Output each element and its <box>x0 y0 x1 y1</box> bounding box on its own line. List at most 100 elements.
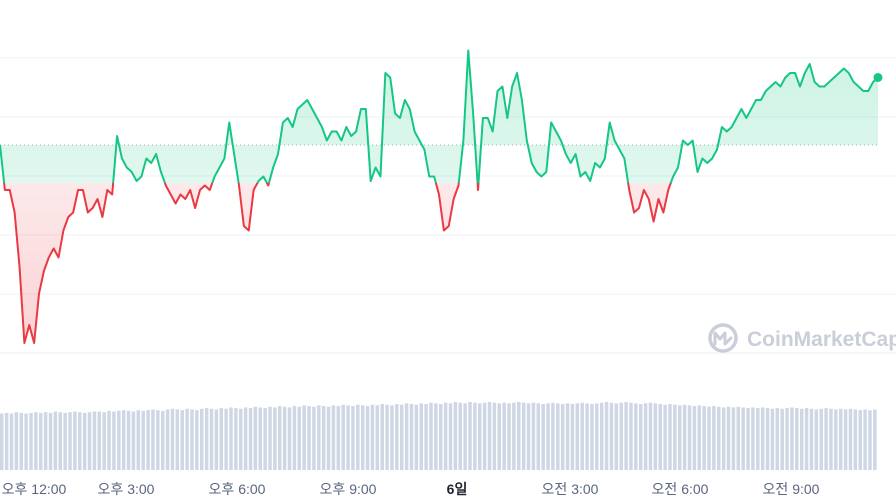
volume-bar <box>370 404 375 470</box>
volume-bar <box>434 403 438 470</box>
volume-bar <box>58 412 63 470</box>
volume-bar <box>336 406 341 470</box>
volume-bar <box>687 405 692 470</box>
volume-bar <box>346 405 350 470</box>
volume-bar <box>24 413 28 470</box>
volume-bar <box>585 403 589 470</box>
volume-bar <box>507 403 511 470</box>
volume-bar <box>0 413 4 470</box>
volume-bar <box>307 406 311 470</box>
volume-bar <box>790 407 794 470</box>
volume-bar <box>843 409 848 470</box>
volume-bar <box>526 403 531 470</box>
volume-bar <box>565 403 570 470</box>
x-tick-label: 오전 9:00 <box>763 481 820 497</box>
volume-bar <box>351 406 355 470</box>
volume-bar <box>53 411 58 470</box>
volume-bar <box>785 408 789 470</box>
volume-bar <box>39 412 43 470</box>
volume-bar <box>409 404 414 470</box>
watermark: CoinMarketCap <box>708 323 896 353</box>
volume-bar <box>487 402 492 470</box>
volume-bar <box>14 412 19 470</box>
volume-bar <box>770 408 775 470</box>
volume-bar <box>112 411 116 470</box>
volume-bar <box>765 408 770 470</box>
volume-bar <box>151 409 155 470</box>
volume-bar <box>799 408 804 470</box>
volume-bar <box>809 408 814 470</box>
volume-bar <box>858 410 862 470</box>
volume-bar <box>804 408 809 470</box>
volume-bar <box>521 402 526 470</box>
volume-bar <box>556 403 560 470</box>
watermark-text: CoinMarketCap <box>747 328 896 351</box>
volume-bar <box>331 405 336 470</box>
x-tick-label: 오후 6:00 <box>209 481 266 497</box>
volume-bar <box>341 404 345 470</box>
coinmarketcap-logo-icon <box>708 323 738 353</box>
volume-bar <box>414 404 419 470</box>
x-axis-labels: 오후 12:00 오후 3:00 오후 6:00 오후 9:00 6일 오전 3:00 오전… <box>2 481 820 497</box>
volume-bar <box>209 408 214 470</box>
volume-bar <box>4 412 9 470</box>
volume-bar <box>751 407 755 470</box>
volume-bar <box>424 404 428 470</box>
volume-bar <box>760 407 765 470</box>
volume-bar <box>239 408 243 470</box>
volume-bar <box>453 402 458 470</box>
volume-bar <box>19 412 23 470</box>
volume-bar <box>9 413 14 470</box>
volume-bar <box>443 402 448 470</box>
volume-bar <box>707 406 711 470</box>
volume-bar <box>199 408 204 470</box>
volume-bar <box>795 408 799 470</box>
volume-bar <box>63 412 67 470</box>
volume-bar <box>570 404 575 470</box>
volume-bar <box>385 404 389 470</box>
area-fill-below <box>4 183 671 343</box>
volume-bar <box>873 409 877 470</box>
volume-bar <box>780 408 784 470</box>
x-tick-label: 오후 9:00 <box>320 481 377 497</box>
volume-bar <box>97 411 102 470</box>
volume-bar <box>439 404 443 470</box>
volume-bar <box>834 409 838 470</box>
volume-bar <box>551 402 555 470</box>
volume-bar <box>317 405 321 470</box>
volume-bar <box>326 406 331 470</box>
last-price-point[interactable] <box>873 73 883 82</box>
volume-bar <box>102 412 106 470</box>
volume-bar <box>78 412 82 470</box>
volume-bar <box>43 412 48 470</box>
volume-bar <box>287 407 292 470</box>
volume-bar <box>73 411 77 470</box>
volume-bar <box>248 408 253 470</box>
volume-bar <box>390 405 394 470</box>
volume-bar <box>668 404 672 470</box>
volume-bar <box>560 404 565 470</box>
volume-bar <box>214 409 219 470</box>
volume-bar <box>478 403 482 470</box>
volume-bar <box>682 404 687 470</box>
volume-bar <box>517 402 521 470</box>
volume-bar <box>775 408 780 470</box>
volume-bar <box>541 404 545 470</box>
volume-bar <box>863 409 867 470</box>
volume-bar <box>653 403 658 470</box>
volume-bar <box>48 412 53 470</box>
volume-bar <box>619 402 623 470</box>
volume-bar <box>268 406 272 470</box>
x-tick-label: 오후 3:00 <box>98 481 155 497</box>
volume-bar <box>356 404 360 470</box>
volume-bar <box>497 403 502 470</box>
volume-bar <box>273 407 277 470</box>
volume-bars <box>0 402 877 470</box>
volume-bar <box>141 410 145 470</box>
volume-bar <box>643 403 648 470</box>
volume-bar <box>463 403 467 470</box>
volume-bar <box>853 409 858 470</box>
volume-bar <box>468 402 472 470</box>
volume-bar <box>282 406 287 470</box>
